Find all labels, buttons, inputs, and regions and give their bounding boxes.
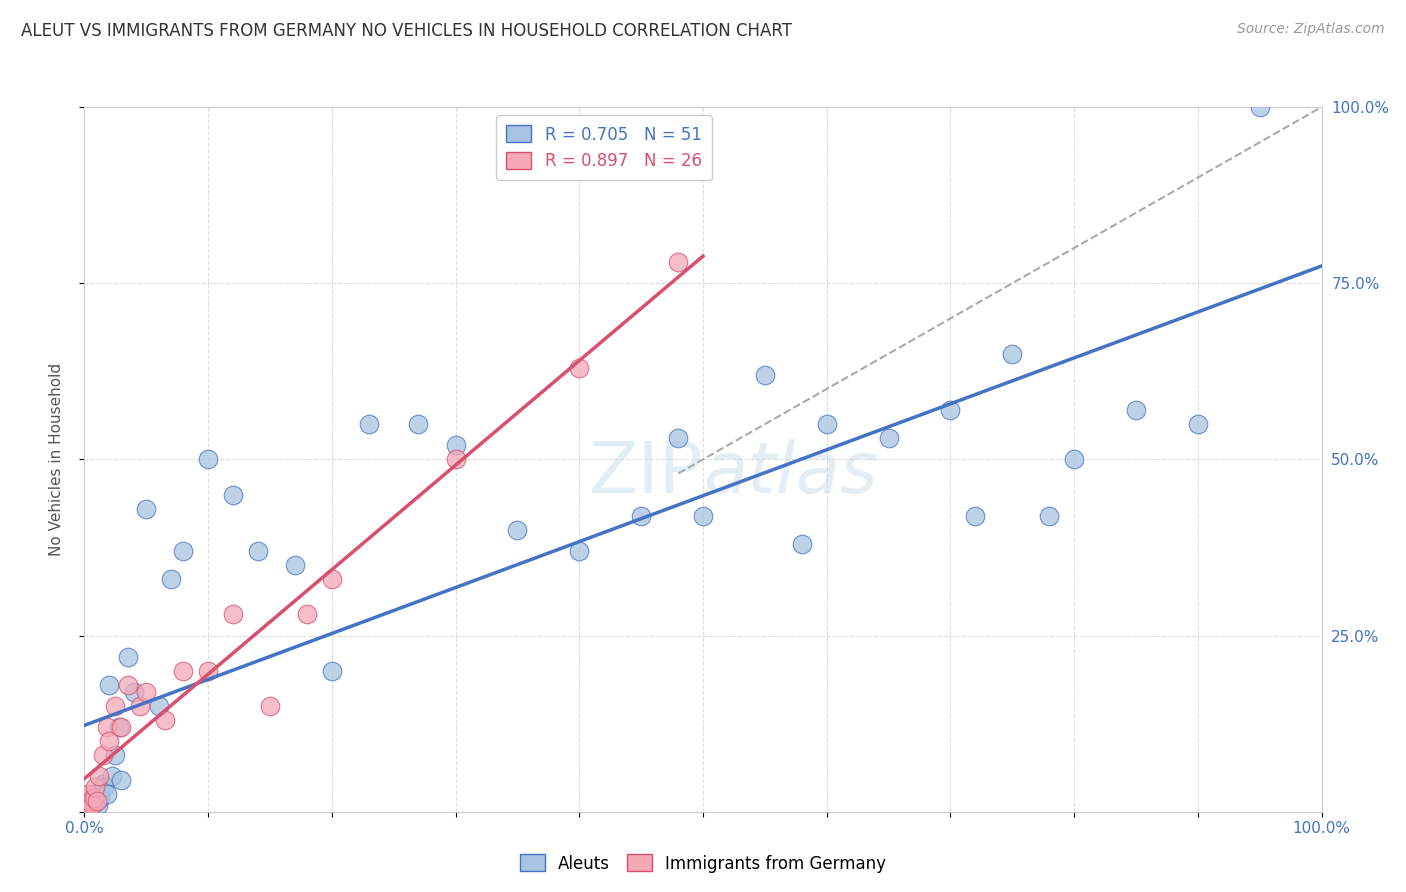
Point: [666, 431, 689, 445]
Point: [98, 678, 121, 692]
Point: [93, 780, 115, 794]
Point: [83, 797, 105, 811]
Point: [692, 508, 714, 523]
Point: [568, 360, 591, 375]
Point: [98, 734, 121, 748]
Point: [1125, 403, 1147, 417]
Point: [82, 799, 104, 814]
Point: [666, 255, 689, 269]
Point: [630, 508, 652, 523]
Point: [444, 452, 467, 467]
Point: [110, 720, 132, 734]
Text: ZIP: ZIP: [589, 439, 703, 508]
Point: [84, 787, 107, 801]
Point: [1187, 417, 1209, 431]
Point: [129, 699, 152, 714]
Text: atlas: atlas: [703, 439, 877, 508]
Point: [76, 797, 98, 812]
Point: [357, 417, 380, 431]
Point: [172, 664, 194, 678]
Point: [1038, 508, 1060, 523]
Point: [172, 544, 194, 558]
Point: [259, 699, 281, 714]
Point: [408, 417, 430, 431]
Point: [79, 790, 101, 805]
Legend: R = 0.705   N = 51, R = 0.897   N = 26: R = 0.705 N = 51, R = 0.897 N = 26: [496, 115, 711, 180]
Point: [86, 794, 108, 808]
Point: [321, 572, 343, 586]
Point: [77, 787, 100, 801]
Point: [91, 776, 114, 790]
Point: [84, 780, 107, 794]
Legend: Aleuts, Immigrants from Germany: Aleuts, Immigrants from Germany: [513, 847, 893, 880]
Point: [815, 417, 838, 431]
Point: [80, 797, 103, 812]
Point: [79, 801, 101, 815]
Point: [79, 794, 101, 808]
Text: ALEUT VS IMMIGRANTS FROM GERMANY NO VEHICLES IN HOUSEHOLD CORRELATION CHART: ALEUT VS IMMIGRANTS FROM GERMANY NO VEHI…: [21, 22, 792, 40]
Point: [96, 720, 118, 734]
Point: [104, 748, 127, 763]
Point: [110, 772, 132, 787]
Point: [91, 748, 114, 763]
Point: [96, 787, 118, 801]
Point: [506, 523, 529, 537]
Point: [117, 649, 139, 664]
Point: [135, 685, 157, 699]
Point: [89, 769, 111, 784]
Point: [284, 558, 307, 573]
Point: [1063, 452, 1085, 467]
Point: [790, 537, 813, 551]
Point: [153, 713, 176, 727]
Point: [83, 790, 105, 805]
Point: [1001, 346, 1024, 360]
Point: [222, 607, 245, 622]
Point: [939, 403, 962, 417]
Point: [76, 797, 98, 812]
Point: [877, 431, 900, 445]
Point: [754, 368, 776, 382]
Point: [197, 452, 219, 467]
Point: [246, 544, 269, 558]
Point: [87, 797, 110, 812]
Point: [89, 790, 111, 805]
Point: [104, 699, 127, 714]
Y-axis label: No Vehicles in Household: No Vehicles in Household: [49, 363, 63, 556]
Point: [295, 607, 318, 622]
Point: [80, 797, 103, 812]
Point: [100, 769, 122, 784]
Text: Source: ZipAtlas.com: Source: ZipAtlas.com: [1237, 22, 1385, 37]
Point: [568, 544, 591, 558]
Point: [222, 487, 245, 501]
Point: [148, 699, 170, 714]
Point: [86, 794, 108, 808]
Point: [135, 501, 157, 516]
Point: [1249, 100, 1271, 114]
Point: [321, 664, 343, 678]
Point: [122, 685, 145, 699]
Point: [77, 794, 100, 808]
Point: [160, 572, 183, 586]
Point: [117, 678, 139, 692]
Point: [197, 664, 219, 678]
Point: [965, 508, 987, 523]
Point: [108, 720, 131, 734]
Point: [89, 783, 111, 797]
Point: [444, 438, 467, 452]
